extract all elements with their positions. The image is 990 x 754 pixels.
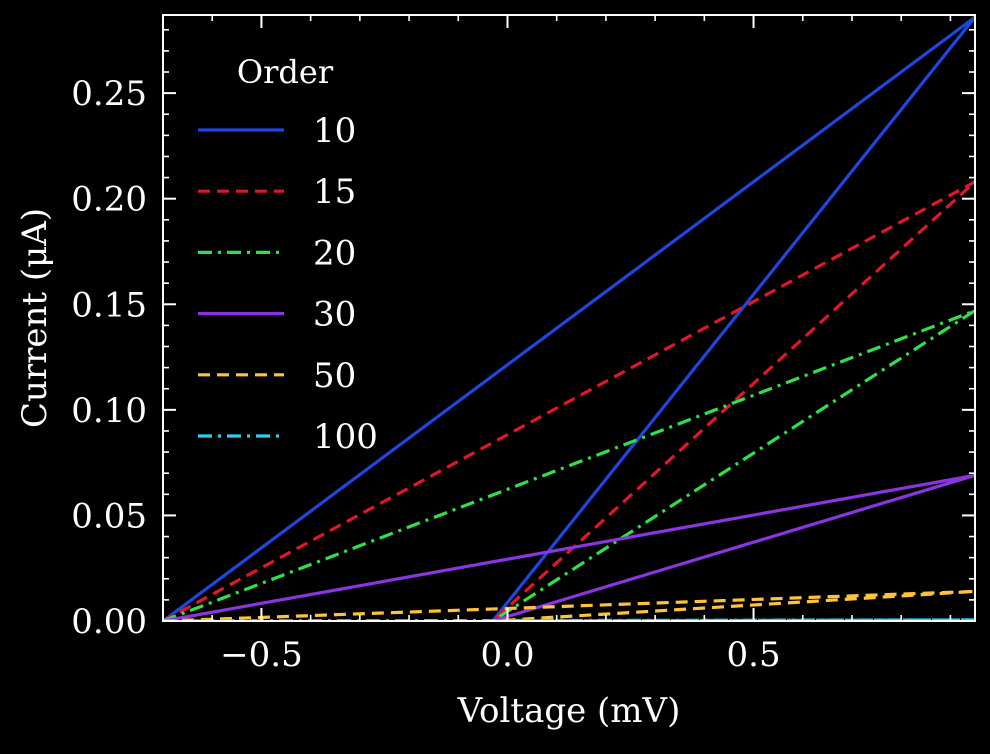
legend-label-10: 10: [313, 111, 356, 151]
legend-label-30: 30: [313, 295, 356, 335]
legend-label-15: 15: [313, 172, 356, 212]
x-tick-label: −0.5: [220, 635, 303, 675]
y-tick-label: 0.00: [71, 602, 147, 642]
series-line-30: [163, 473, 975, 621]
y-tick-label: 0.15: [71, 285, 147, 325]
axes-frame: [162, 14, 976, 622]
x-axis-title: Voltage (mV): [457, 691, 681, 731]
y-tick-label: 0.05: [71, 496, 147, 536]
legend-label-50: 50: [313, 356, 356, 396]
series-line-20: [163, 309, 975, 621]
y-tick-label: 0.25: [71, 74, 147, 114]
series-layer: [163, 15, 975, 621]
series-line-10: [163, 15, 975, 621]
axes-layer: −0.5 0.0 0.5 0.00 0.05 0.10 0.15 0.20 0.25 Voltag…: [15, 14, 976, 731]
legend-label-100: 100: [313, 417, 378, 457]
legend-title: Order: [237, 53, 334, 91]
legend: Order 10 15 20 30 50 100: [198, 53, 378, 457]
legend-label-20: 20: [313, 233, 356, 273]
series-line-50: [163, 589, 975, 621]
y-tick-label: 0.20: [71, 180, 147, 220]
y-axis-title: Current (μA): [15, 208, 55, 428]
x-tick-label: 0.5: [727, 635, 781, 675]
series-line-15: [163, 180, 975, 621]
y-tick-label: 0.10: [71, 391, 147, 431]
x-tick-label: 0.0: [480, 635, 534, 675]
